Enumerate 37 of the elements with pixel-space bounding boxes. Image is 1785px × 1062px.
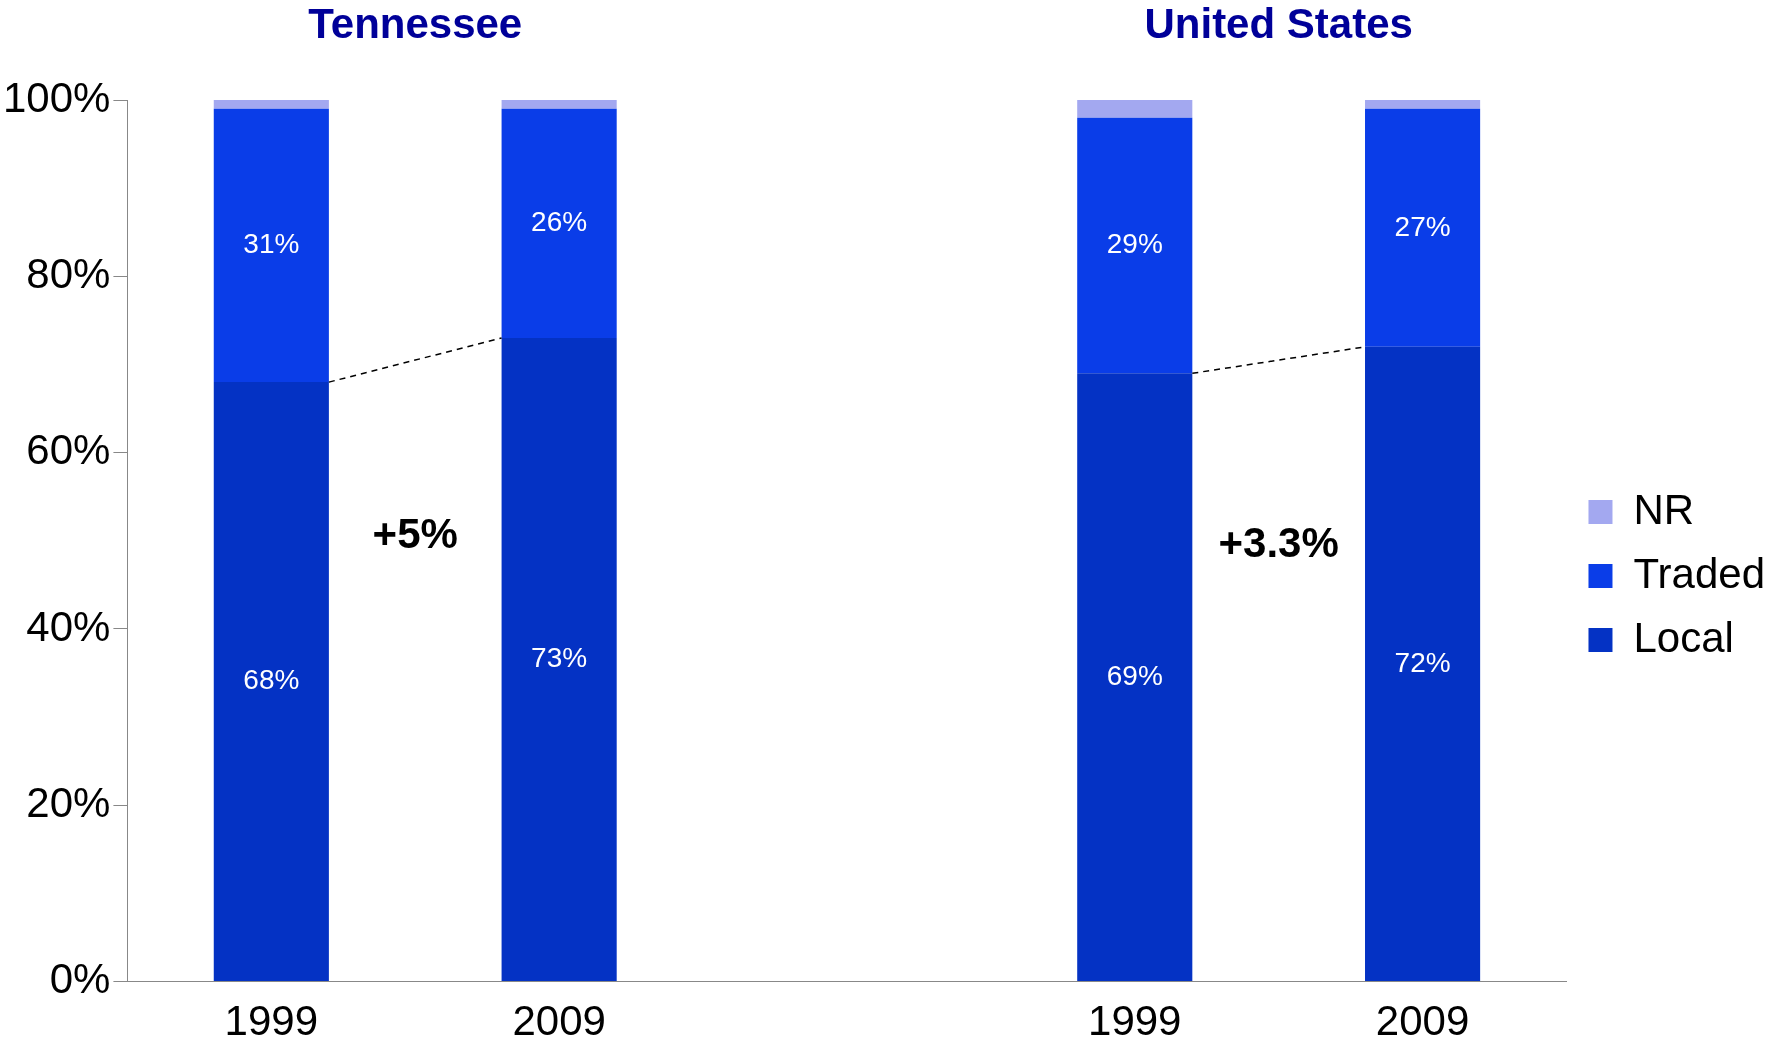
data-label: 73% bbox=[531, 642, 588, 674]
bar bbox=[501, 108, 617, 339]
bar bbox=[213, 108, 329, 383]
bar bbox=[213, 382, 329, 982]
bar bbox=[1365, 108, 1481, 347]
data-label: 72% bbox=[1394, 646, 1451, 678]
data-label: 26% bbox=[531, 206, 588, 238]
y-tick-label: 100% bbox=[3, 73, 111, 121]
bar bbox=[1365, 346, 1481, 982]
x-tick-label: 2009 bbox=[1375, 997, 1470, 1045]
y-tick-label: 20% bbox=[26, 778, 111, 826]
bar bbox=[1077, 117, 1193, 374]
bar bbox=[1077, 100, 1193, 118]
bar bbox=[1365, 100, 1481, 109]
bar bbox=[213, 100, 329, 109]
data-label: 31% bbox=[243, 228, 300, 260]
y-tick-label: 60% bbox=[26, 426, 111, 474]
text: Tennessee bbox=[308, 0, 523, 47]
annotation: +3.3% bbox=[1218, 518, 1339, 566]
bar bbox=[1077, 373, 1193, 982]
annotation: +5% bbox=[372, 509, 458, 557]
bar bbox=[501, 338, 617, 982]
x-tick-label: 1999 bbox=[224, 997, 319, 1045]
y-tick-label: 0% bbox=[49, 955, 111, 1003]
legend-label: NR bbox=[1633, 485, 1695, 533]
y-tick-label: 80% bbox=[26, 249, 111, 297]
data-label: 27% bbox=[1394, 210, 1451, 242]
x-tick-label: 1999 bbox=[1088, 997, 1182, 1045]
y-tick-label: 40% bbox=[26, 602, 111, 650]
legend-label: Traded bbox=[1633, 549, 1766, 597]
data-label: 29% bbox=[1106, 228, 1163, 260]
x-tick-label: 2009 bbox=[512, 997, 606, 1045]
data-label: 69% bbox=[1106, 659, 1163, 691]
data-label: 68% bbox=[243, 664, 300, 696]
text: United States bbox=[1144, 0, 1413, 47]
bar bbox=[501, 100, 617, 109]
legend-label: Local bbox=[1633, 613, 1734, 661]
